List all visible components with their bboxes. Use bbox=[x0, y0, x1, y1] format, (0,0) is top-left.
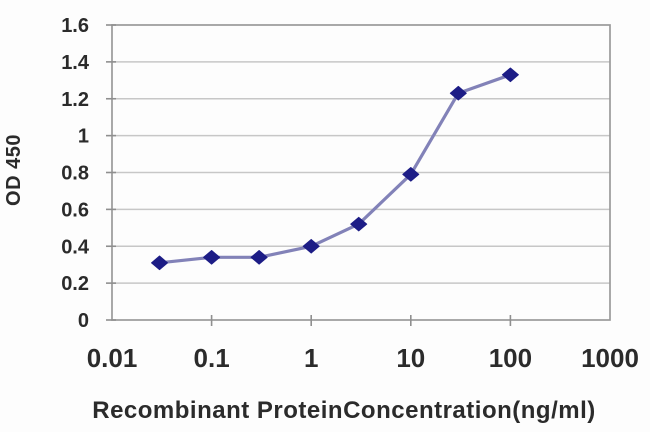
gridlines bbox=[112, 61, 610, 284]
data-series-line bbox=[159, 73, 511, 265]
y-tick-label: 1.2 bbox=[61, 89, 89, 111]
y-tick-label: 1.4 bbox=[61, 52, 90, 74]
x-tick-label: 10 bbox=[396, 343, 425, 373]
x-axis-tick-labels: 0.01 0.1 1 10 100 1000 bbox=[87, 343, 639, 373]
data-point-markers bbox=[151, 67, 519, 271]
y-tick-label: 0.2 bbox=[61, 273, 89, 295]
data-point-marker bbox=[151, 255, 169, 271]
y-axis-tick-labels: 0 0.2 0.4 0.6 0.8 1 1.2 1.4 1.6 bbox=[61, 15, 90, 332]
x-tick-label: 1 bbox=[304, 343, 318, 373]
y-tick-label: 0.6 bbox=[61, 199, 89, 221]
y-axis-title: OD 450 bbox=[3, 134, 25, 206]
data-point-marker bbox=[302, 238, 320, 254]
y-tick-label: 1.6 bbox=[61, 15, 89, 37]
data-point-marker bbox=[501, 67, 519, 83]
y-tick-label: 0.4 bbox=[61, 236, 90, 258]
data-point-marker bbox=[449, 85, 467, 101]
y-axis-ticks bbox=[106, 24, 116, 321]
data-point-marker bbox=[350, 216, 368, 232]
x-tick-label: 0.1 bbox=[194, 343, 230, 373]
y-tick-label: 0 bbox=[78, 310, 89, 332]
x-axis-ticks bbox=[210, 315, 512, 326]
x-tick-label: 100 bbox=[489, 343, 532, 373]
data-point-marker bbox=[203, 250, 221, 265]
x-tick-label: 1000 bbox=[581, 343, 639, 373]
data-point-marker bbox=[402, 167, 420, 182]
y-tick-label: 0.8 bbox=[61, 163, 89, 185]
x-tick-label: 0.01 bbox=[87, 343, 138, 373]
x-axis-title: Recombinant ProteinConcentration(ng/ml) bbox=[92, 397, 596, 424]
data-point-marker bbox=[250, 250, 268, 265]
y-tick-label: 1 bbox=[78, 126, 89, 148]
